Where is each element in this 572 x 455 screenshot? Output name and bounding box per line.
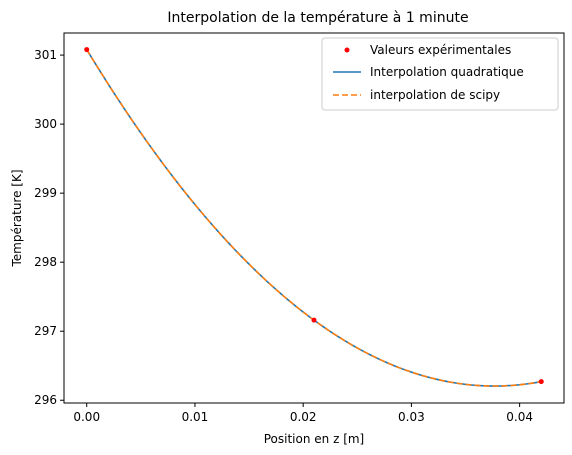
data-point bbox=[311, 317, 317, 323]
legend-label-scipy: interpolation de scipy bbox=[370, 88, 500, 102]
y-tick-label: 301 bbox=[34, 48, 57, 62]
data-point bbox=[84, 47, 90, 53]
x-tick-label: 0.01 bbox=[182, 410, 209, 424]
x-tick-label: 0.00 bbox=[73, 410, 100, 424]
legend-label-experimental: Valeurs expérimentales bbox=[370, 43, 511, 57]
chart-title: Interpolation de la température à 1 minu… bbox=[167, 10, 468, 26]
y-tick-label: 297 bbox=[34, 324, 57, 338]
legend-marker-experimental bbox=[344, 47, 350, 53]
x-axis-label: Position en z [m] bbox=[264, 432, 365, 446]
x-tick-label: 0.02 bbox=[290, 410, 317, 424]
y-tick-label: 300 bbox=[34, 117, 57, 131]
y-tick-label: 296 bbox=[34, 393, 57, 407]
x-axis-ticks: 0.00 0.01 0.02 0.03 0.04 bbox=[73, 403, 533, 424]
y-tick-label: 299 bbox=[34, 186, 57, 200]
points-layer bbox=[84, 47, 544, 385]
legend-label-quadratic: Interpolation quadratique bbox=[370, 65, 524, 79]
data-point bbox=[538, 379, 544, 385]
legend-box bbox=[321, 37, 559, 111]
plot-frame bbox=[63, 32, 565, 404]
y-axis-ticks: 296 297 298 299 300 301 bbox=[34, 48, 64, 407]
y-axis-label: Température [K] bbox=[10, 169, 24, 267]
y-tick-label: 298 bbox=[34, 255, 57, 269]
x-tick-label: 0.03 bbox=[398, 410, 425, 424]
legend: Valeurs expérimentales Interpolation qua… bbox=[321, 37, 559, 111]
x-tick-label: 0.04 bbox=[506, 410, 533, 424]
